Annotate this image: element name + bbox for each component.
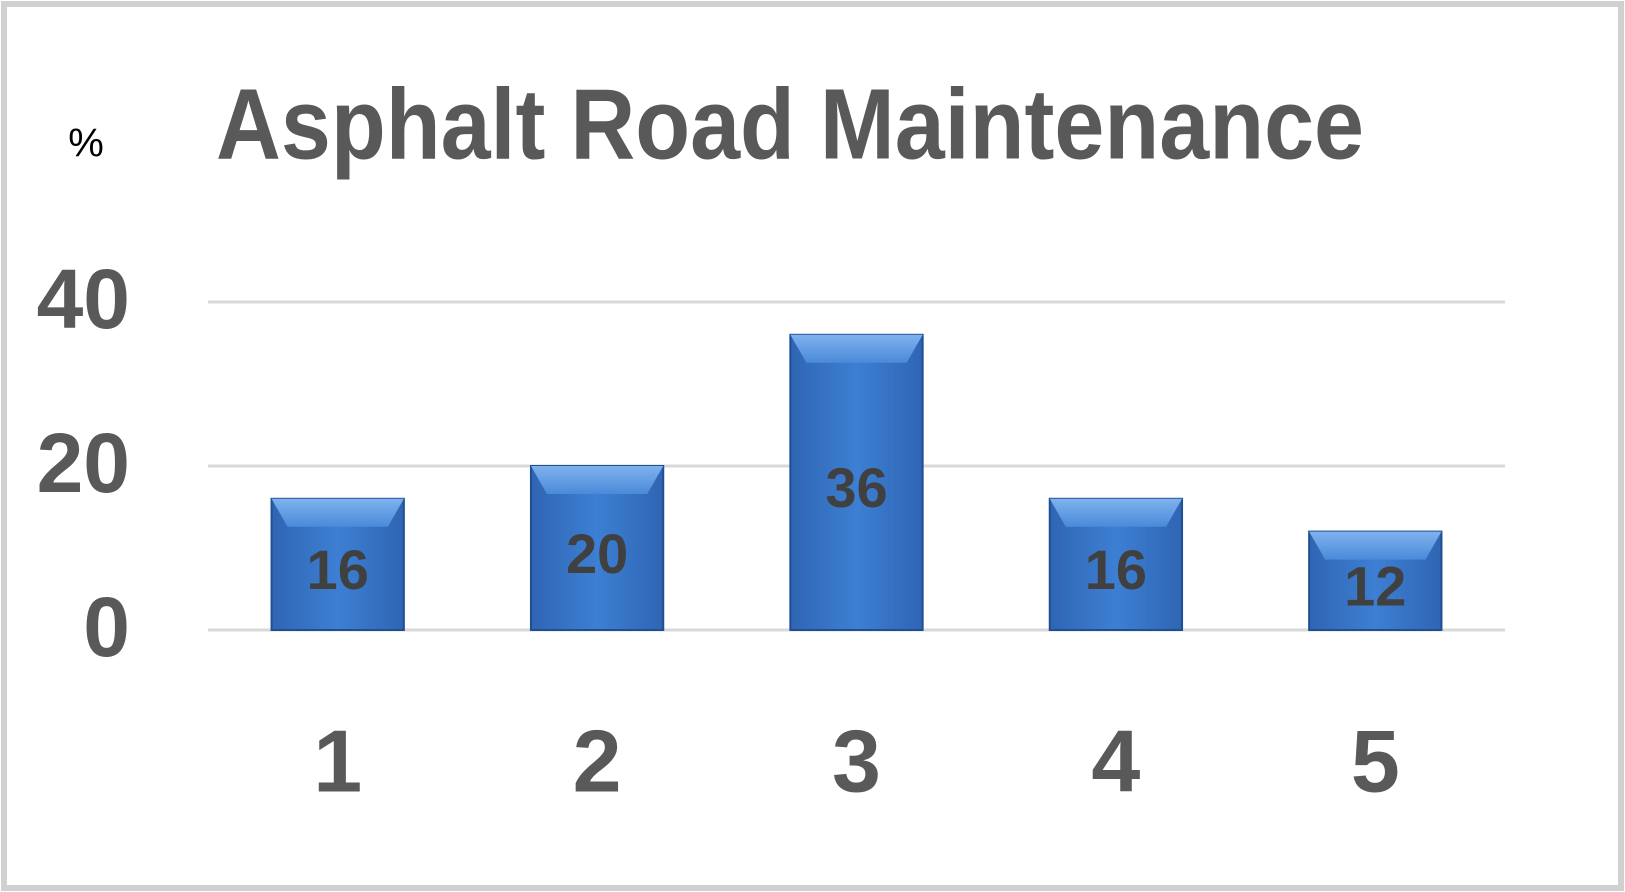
data-label: 20 [566,522,628,585]
data-label: 16 [307,538,369,601]
y-tick-label: 40 [37,252,130,346]
bar-bevel [790,334,923,363]
bar [789,333,924,631]
data-label: 12 [1344,555,1406,618]
y-axis-label: % [68,122,104,166]
chart-title: Asphalt Road Maintenance [216,68,1364,180]
bar-bevel [530,466,664,494]
x-tick-label: 2 [573,711,622,810]
x-tick-label: 3 [832,711,881,810]
x-tick-label: 5 [1351,711,1400,810]
bar-bevel [271,498,404,527]
y-tick-label: 0 [83,580,130,674]
y-tick-label: 20 [37,416,130,510]
bar-bevel [1309,531,1442,560]
x-tick-label: 4 [1091,711,1140,810]
bar-bevel [1049,498,1183,527]
data-label: 16 [1085,538,1147,601]
data-label: 36 [825,456,887,519]
x-tick-label: 1 [313,711,362,810]
